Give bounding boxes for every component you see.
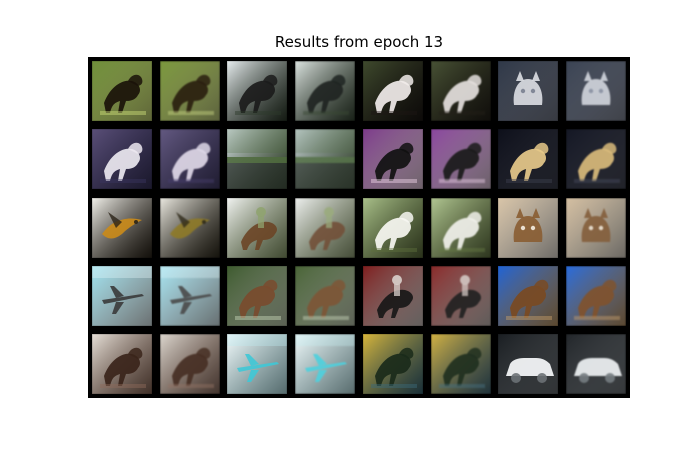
thumbnail-svg — [159, 61, 220, 122]
thumbnail-svg — [362, 197, 423, 258]
thumbnail-svg — [295, 61, 356, 122]
image-tile — [362, 61, 423, 122]
image-tile — [91, 61, 152, 122]
thumbnail-svg — [295, 129, 356, 190]
image-tile — [430, 197, 491, 258]
image-tile — [295, 265, 356, 326]
image-tile — [566, 265, 627, 326]
thumbnail-svg — [498, 129, 559, 190]
image-tile — [498, 129, 559, 190]
image-tile — [430, 61, 491, 122]
thumbnail-svg — [498, 197, 559, 258]
thumbnail-svg — [566, 333, 627, 394]
thumbnail-svg — [566, 129, 627, 190]
thumbnail-svg — [227, 333, 288, 394]
thumbnail-svg — [498, 265, 559, 326]
thumbnail-svg — [566, 265, 627, 326]
image-tile — [91, 333, 152, 394]
image-tile — [159, 333, 220, 394]
thumbnail-svg — [566, 61, 627, 122]
thumbnail-svg — [295, 265, 356, 326]
thumbnail-svg — [430, 61, 491, 122]
thumbnail-svg — [498, 333, 559, 394]
image-tile — [91, 265, 152, 326]
image-tile — [498, 333, 559, 394]
image-tile — [362, 197, 423, 258]
thumbnail-svg — [362, 333, 423, 394]
image-tile — [566, 197, 627, 258]
image-tile — [566, 61, 627, 122]
thumbnail-svg — [362, 129, 423, 190]
figure-title: Results from epoch 13 — [274, 33, 444, 51]
image-tile — [566, 129, 627, 190]
image-tile — [498, 265, 559, 326]
thumbnail-svg — [430, 197, 491, 258]
image-tile — [159, 129, 220, 190]
thumbnail-svg — [227, 265, 288, 326]
image-tile — [498, 197, 559, 258]
thumbnail-svg — [159, 197, 220, 258]
image-tile — [430, 129, 491, 190]
image-tile — [295, 333, 356, 394]
thumbnail-svg — [91, 61, 152, 122]
image-tile — [91, 197, 152, 258]
image-tile — [227, 129, 288, 190]
image-tile — [295, 129, 356, 190]
image-tile — [362, 265, 423, 326]
thumbnail-svg — [159, 333, 220, 394]
image-tile — [159, 61, 220, 122]
thumbnail-svg — [362, 265, 423, 326]
image-tile — [362, 129, 423, 190]
image-tile — [430, 333, 491, 394]
image-tile — [227, 333, 288, 394]
image-tile — [295, 197, 356, 258]
thumbnail-svg — [566, 197, 627, 258]
thumbnail-svg — [227, 197, 288, 258]
image-tile — [91, 129, 152, 190]
thumbnail-svg — [159, 129, 220, 190]
image-tile — [498, 61, 559, 122]
image-tile — [430, 265, 491, 326]
image-grid — [88, 57, 630, 398]
thumbnail-svg — [430, 333, 491, 394]
thumbnail-svg — [227, 61, 288, 122]
thumbnail-svg — [498, 61, 559, 122]
thumbnail-svg — [159, 265, 220, 326]
image-tile — [159, 265, 220, 326]
image-tile — [566, 333, 627, 394]
image-tile — [362, 333, 423, 394]
image-tile — [227, 265, 288, 326]
thumbnail-svg — [295, 333, 356, 394]
thumbnail-svg — [91, 265, 152, 326]
thumbnail-svg — [91, 333, 152, 394]
thumbnail-svg — [430, 129, 491, 190]
thumbnail-svg — [295, 197, 356, 258]
thumbnail-svg — [91, 129, 152, 190]
thumbnail-svg — [362, 61, 423, 122]
thumbnail-svg — [430, 265, 491, 326]
thumbnail-svg — [227, 129, 288, 190]
image-tile — [227, 61, 288, 122]
image-tile — [227, 197, 288, 258]
thumbnail-svg — [91, 197, 152, 258]
image-tile — [295, 61, 356, 122]
image-tile — [159, 197, 220, 258]
